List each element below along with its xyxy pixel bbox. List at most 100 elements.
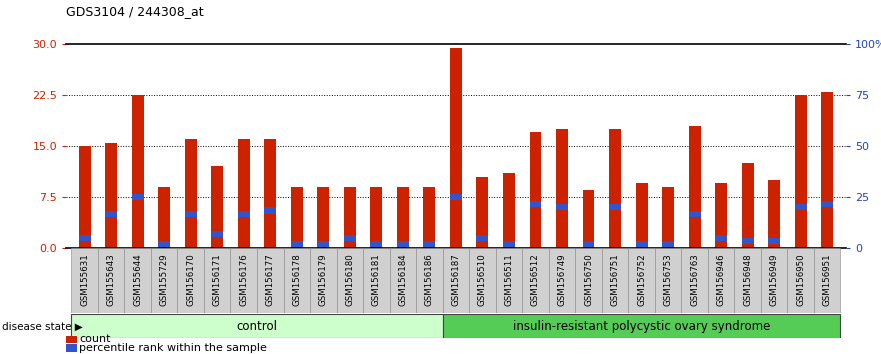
Bar [78,235,91,241]
FancyBboxPatch shape [655,248,681,313]
Bar [450,48,462,248]
Bar [795,204,807,210]
Bar [582,190,595,248]
Text: GSM156750: GSM156750 [584,253,593,306]
Bar [370,241,382,247]
Bar [238,211,249,217]
Bar [159,241,170,247]
FancyBboxPatch shape [814,248,840,313]
Text: disease state ▶: disease state ▶ [2,321,83,331]
Text: GSM155643: GSM155643 [107,253,115,306]
Bar [821,201,833,207]
Bar [529,201,542,207]
Text: insulin-resistant polycystic ovary syndrome: insulin-resistant polycystic ovary syndr… [513,320,770,332]
FancyBboxPatch shape [496,248,522,313]
Bar [105,211,117,217]
FancyBboxPatch shape [98,248,124,313]
Text: GSM156180: GSM156180 [345,253,354,306]
Text: GSM156511: GSM156511 [505,253,514,306]
Bar [582,241,595,247]
FancyBboxPatch shape [442,314,840,338]
Text: GSM156187: GSM156187 [451,253,461,306]
Text: GDS3104 / 244308_at: GDS3104 / 244308_at [66,5,204,18]
FancyBboxPatch shape [151,248,177,313]
FancyBboxPatch shape [522,248,549,313]
Bar [317,241,329,247]
FancyBboxPatch shape [284,248,310,313]
Bar [635,183,648,248]
FancyBboxPatch shape [177,248,204,313]
FancyBboxPatch shape [71,248,98,313]
FancyBboxPatch shape [257,248,284,313]
Text: GSM156512: GSM156512 [531,253,540,306]
Bar [635,241,648,247]
Bar [609,204,621,210]
Text: control: control [236,320,278,332]
FancyBboxPatch shape [602,248,628,313]
Text: GSM155729: GSM155729 [159,253,168,306]
Bar [78,146,91,248]
Bar [185,211,196,217]
Bar [795,95,807,248]
Bar [211,166,223,248]
FancyBboxPatch shape [124,248,151,313]
Text: GSM156510: GSM156510 [478,253,487,306]
Bar [132,194,144,200]
Text: percentile rank within the sample: percentile rank within the sample [79,343,267,353]
Bar [238,139,249,248]
FancyBboxPatch shape [549,248,575,313]
Bar [609,129,621,248]
Bar [424,241,435,247]
Bar [264,139,277,248]
FancyBboxPatch shape [628,248,655,313]
Bar [503,241,515,247]
Text: GSM156181: GSM156181 [372,253,381,306]
FancyBboxPatch shape [310,248,337,313]
Bar [264,207,277,213]
FancyBboxPatch shape [761,248,788,313]
FancyBboxPatch shape [575,248,602,313]
Bar [477,235,488,241]
Text: GSM156948: GSM156948 [744,253,752,306]
Bar [105,143,117,248]
Text: count: count [79,335,111,344]
Text: GSM156951: GSM156951 [823,253,832,306]
Bar [344,235,356,241]
FancyBboxPatch shape [71,314,442,338]
Bar [397,241,409,247]
Text: GSM156749: GSM156749 [558,253,566,306]
Text: GSM156176: GSM156176 [240,253,248,306]
FancyBboxPatch shape [735,248,761,313]
Bar [370,187,382,248]
FancyBboxPatch shape [681,248,707,313]
FancyBboxPatch shape [337,248,363,313]
Text: GSM156186: GSM156186 [425,253,434,306]
Bar [503,173,515,248]
Text: GSM156184: GSM156184 [398,253,407,306]
Bar [477,177,488,248]
Bar [689,211,700,217]
FancyBboxPatch shape [204,248,231,313]
Bar [291,187,303,248]
Text: GSM156763: GSM156763 [690,253,700,306]
Text: GSM156177: GSM156177 [266,253,275,306]
Bar [663,187,674,248]
Bar [211,231,223,237]
Text: GSM156170: GSM156170 [186,253,196,306]
Bar [185,139,196,248]
Text: GSM156753: GSM156753 [663,253,672,306]
Text: GSM156179: GSM156179 [319,253,328,306]
Bar [291,241,303,247]
Bar [556,129,568,248]
Bar [768,180,780,248]
Bar [742,163,753,248]
Bar [344,187,356,248]
Text: GSM155644: GSM155644 [133,253,142,306]
Text: GSM156949: GSM156949 [770,253,779,306]
Bar [159,187,170,248]
Bar [768,238,780,244]
Text: GSM156751: GSM156751 [611,253,619,306]
FancyBboxPatch shape [416,248,442,313]
Bar [132,95,144,248]
Text: GSM155631: GSM155631 [80,253,89,306]
